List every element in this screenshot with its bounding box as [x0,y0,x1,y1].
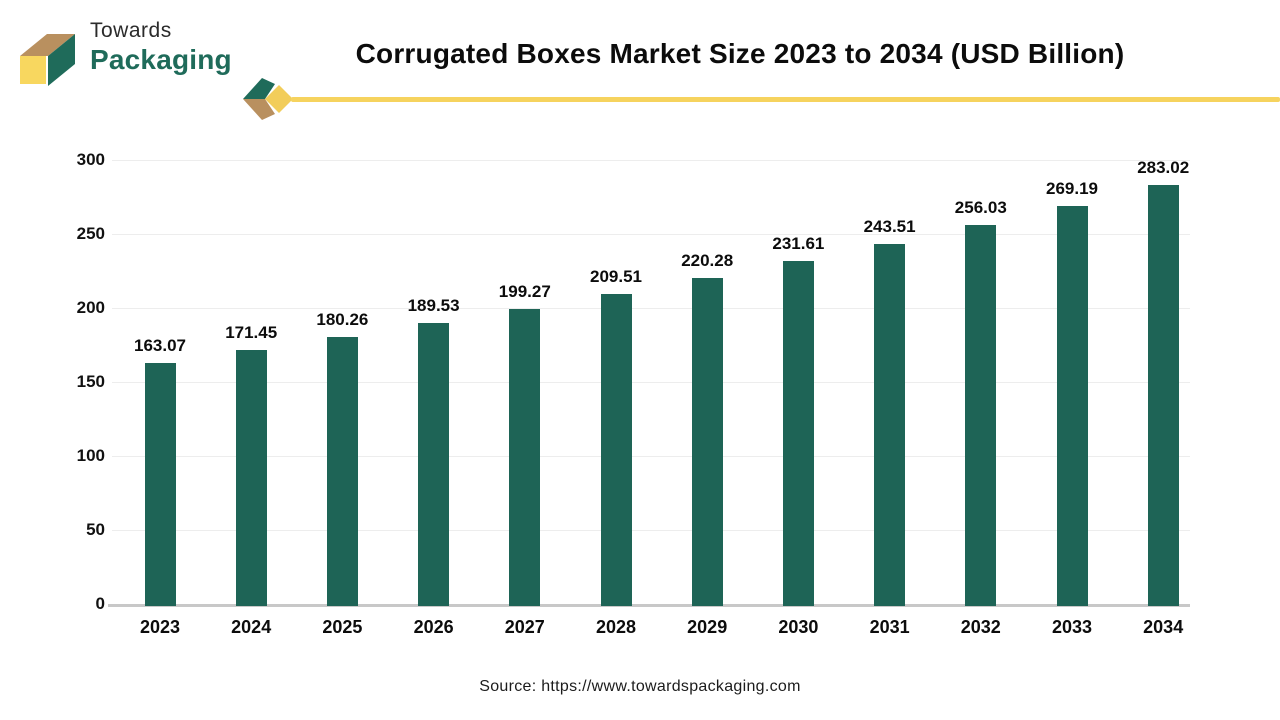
bar [509,309,541,606]
y-tick-label: 300 [76,150,105,169]
bar-value-label: 180.26 [316,310,369,330]
y-tick-label: 100 [76,446,105,465]
gridline [112,382,1190,383]
logo-word-packaging: Packaging [90,44,232,76]
bar [782,261,814,606]
bar [326,337,358,606]
bar-value-label: 163.07 [134,335,186,355]
bar-value-label: 283.02 [1137,158,1190,178]
gridline [112,456,1190,457]
x-tick-label: 2025 [322,617,363,637]
bar [600,293,632,606]
x-tick-label: 2032 [960,617,1001,637]
source-text: Source: https://www.towardspackaging.com [479,678,801,695]
logo-word-towards: Towards [90,19,172,42]
bar-value-label: 171.45 [225,323,278,343]
logo-wordmark: Towards Packaging [90,19,232,76]
x-tick-label: 2033 [1051,617,1093,637]
bar [965,225,997,606]
bar-value-label: 269.19 [1046,178,1098,198]
bar-value-label: 231.61 [772,234,825,254]
bar-value-label: 189.53 [407,296,460,316]
bar-value-label: 199.27 [498,282,551,302]
chart-title: Corrugated Boxes Market Size 2023 to 203… [355,38,1125,69]
y-tick-label: 200 [76,298,105,317]
bar [235,350,267,606]
x-tick-label: 2029 [687,617,728,637]
bar [418,323,450,606]
bar [874,243,906,606]
bar [1056,205,1088,606]
ribbon-arrow-icon [243,78,293,120]
x-tick-label: 2030 [778,617,819,637]
x-tick-label: 2034 [1143,617,1184,637]
gridline [112,308,1190,309]
bar-value-label: 243.51 [863,216,916,236]
x-tick-label: 2027 [504,617,545,637]
bar [691,277,723,606]
bar [1147,185,1179,606]
x-axis-baseline [108,604,1190,607]
x-tick-label: 2028 [595,617,637,637]
towards-packaging-logo: Towards Packaging [14,10,244,86]
bar-value-label: 256.03 [954,198,1007,218]
bar-value-label: 220.28 [681,250,734,270]
x-tick-label: 2023 [139,617,181,637]
gridline [112,234,1190,235]
x-tick-label: 2026 [413,617,454,637]
y-tick-label: 50 [86,520,105,539]
gridline [112,530,1190,531]
x-tick-label: 2024 [231,617,272,637]
gridline [112,160,1190,161]
packaging-box-icon [20,34,75,86]
bar-value-label: 209.51 [590,266,642,286]
ribbon-line [291,97,1280,102]
bar [144,362,176,606]
y-tick-label: 250 [76,224,105,243]
y-tick-label: 0 [95,594,105,613]
x-tick-label: 2031 [869,617,910,637]
y-tick-label: 150 [76,372,105,391]
